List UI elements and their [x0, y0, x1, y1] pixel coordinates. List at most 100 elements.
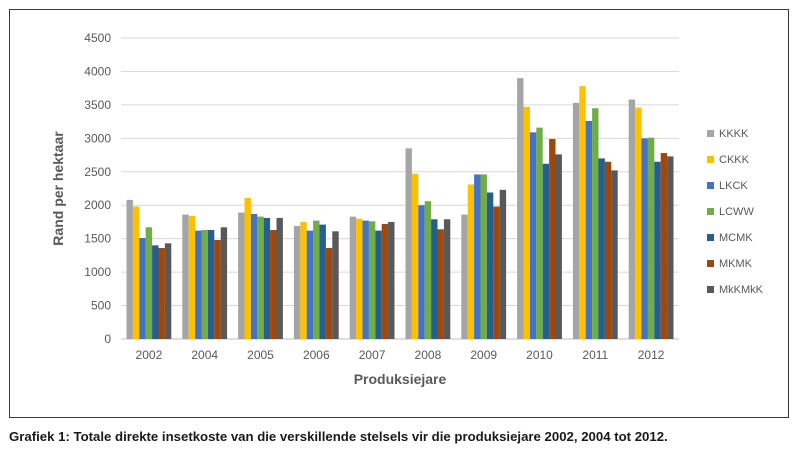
bar-ckkk-2005: [244, 197, 251, 339]
legend-swatch-kkkk: [707, 130, 714, 137]
bar-lcww-2005: [257, 216, 264, 339]
bar-mkmk-2010: [549, 139, 556, 339]
x-tick-label: 2011: [582, 348, 608, 362]
bar-mkkmkk-2009: [499, 189, 507, 339]
bar-mkmk-2012: [660, 153, 668, 339]
legend-label-lcww: LCWW: [719, 206, 754, 218]
bar-lcww-2008: [424, 201, 432, 339]
y-tick-label: 1000: [84, 265, 111, 279]
y-tick-label: 4000: [84, 64, 111, 78]
bar-mkkmkk-2012: [667, 156, 674, 339]
bar-ckkk-2007: [356, 218, 363, 339]
bar-lcww-2009: [480, 174, 487, 339]
legend-label-mkkmkk: MkKMkK: [719, 284, 764, 296]
legend-swatch-ckkk: [707, 156, 714, 163]
y-tick-label: 3500: [84, 98, 111, 112]
y-tick-label: 2000: [84, 198, 111, 212]
bar-mkkmkk-2010: [555, 154, 562, 339]
bar-lkck-2006: [306, 230, 314, 339]
bar-mkkmkk-2004: [220, 227, 228, 339]
y-tick-label: 3000: [84, 131, 111, 145]
y-axis-ticks: 0 500 1000 1500 2000 2500 3000 3500 4000 4500: [84, 31, 111, 346]
bar-lcww-2012: [647, 137, 655, 339]
bar-mkkmkk-2006: [332, 231, 339, 339]
x-tick-label: 2007: [359, 348, 386, 362]
bar-kkkk-2010: [517, 78, 524, 339]
bar-mkkmkk-2005: [276, 217, 283, 339]
bars: [126, 78, 674, 340]
bar-lcww-2011: [592, 108, 599, 339]
bar-mcmk-2012: [654, 161, 661, 339]
bar-lcww-2006: [313, 220, 320, 339]
bar-kkkk-2007: [349, 216, 357, 339]
bar-mcmk-2008: [431, 219, 438, 339]
chart: 0 500 1000 1500 2000 2500 3000 3500 4000 4500 200…: [50, 31, 764, 387]
bar-mkmk-2007: [381, 223, 389, 339]
x-tick-label: 2008: [415, 348, 442, 362]
bar-mcmk-2006: [319, 224, 326, 339]
bar-lkck-2009: [474, 174, 481, 339]
bar-kkkk-2008: [405, 148, 412, 339]
legend-label-lkck: LKCK: [719, 180, 748, 192]
bar-mcmk-2010: [542, 163, 550, 339]
bar-mcmk-2002: [152, 245, 159, 339]
bar-lkck-2002: [139, 237, 146, 339]
legend-label-mcmk: MCMK: [719, 232, 753, 244]
bar-mcmk-2005: [263, 217, 271, 339]
bar-lcww-2007: [368, 221, 376, 339]
legend-label-ckkk: CKKK: [719, 154, 750, 166]
bar-mcmk-2004: [207, 229, 215, 339]
bar-kkkk-2011: [572, 102, 580, 339]
legend-swatch-mcmk: [707, 234, 714, 241]
legend-swatch-lcww: [707, 208, 714, 215]
bar-mcmk-2011: [598, 158, 605, 339]
bar-ckkk-2006: [300, 221, 307, 339]
x-tick-label: 2002: [136, 348, 163, 362]
bar-lkck-2012: [641, 138, 648, 339]
bar-lcww-2004: [201, 229, 208, 339]
bar-kkkk-2005: [238, 212, 245, 339]
bar-lkck-2004: [195, 230, 202, 339]
bar-ckkk-2002: [132, 206, 140, 339]
y-tick-label: 0: [104, 332, 111, 346]
y-tick-label: 1500: [84, 232, 111, 246]
legend-label-kkkk: KKKK: [719, 128, 749, 140]
x-tick-label: 2006: [303, 348, 330, 362]
bar-lkck-2005: [250, 213, 258, 339]
x-tick-label: 2012: [638, 348, 665, 362]
x-axis-title: Produksiejare: [354, 371, 447, 387]
legend: KKKK CKKK LKCK LCWW MCMK MKMK MkKMkK: [707, 128, 764, 296]
bar-lkck-2008: [418, 205, 425, 339]
y-axis-title: Rand per hektaar: [50, 131, 66, 246]
bar-mkkmkk-2011: [611, 170, 618, 339]
bar-mkkmkk-2008: [443, 219, 451, 339]
bar-lcww-2002: [145, 227, 153, 339]
y-tick-label: 500: [91, 299, 111, 313]
legend-swatch-lkck: [707, 182, 714, 189]
bar-mkmk-2008: [437, 229, 444, 339]
bar-kkkk-2009: [461, 214, 468, 339]
chart-frame: 0 500 1000 1500 2000 2500 3000 3500 4000 4500 200…: [9, 9, 789, 418]
bar-ckkk-2011: [579, 86, 586, 339]
bar-kkkk-2006: [293, 225, 301, 339]
legend-label-mkmk: MKMK: [719, 258, 753, 270]
legend-swatch-mkmk: [707, 260, 714, 267]
bar-lkck-2007: [362, 220, 369, 339]
bar-mkmk-2009: [493, 206, 500, 339]
y-tick-label: 2500: [84, 165, 111, 179]
bar-ckkk-2009: [467, 184, 475, 339]
y-tick-label: 4500: [84, 31, 111, 45]
bar-ckkk-2008: [411, 173, 419, 339]
bar-mkmk-2011: [604, 161, 612, 339]
x-tick-label: 2005: [247, 348, 274, 362]
bar-mkmk-2005: [270, 229, 277, 339]
bar-ckkk-2010: [523, 106, 530, 339]
x-axis-ticks: 2002 2004 2005 2006 2007 2008 2009 2010 2011 2012: [136, 348, 665, 362]
bar-mcmk-2007: [375, 230, 382, 339]
bar-mcmk-2009: [486, 192, 494, 339]
bar-mkkmkk-2007: [388, 221, 395, 339]
bar-mkmk-2002: [158, 248, 165, 339]
bar-lcww-2010: [536, 127, 543, 340]
bar-kkkk-2012: [628, 99, 636, 339]
bar-kkkk-2002: [126, 199, 133, 339]
